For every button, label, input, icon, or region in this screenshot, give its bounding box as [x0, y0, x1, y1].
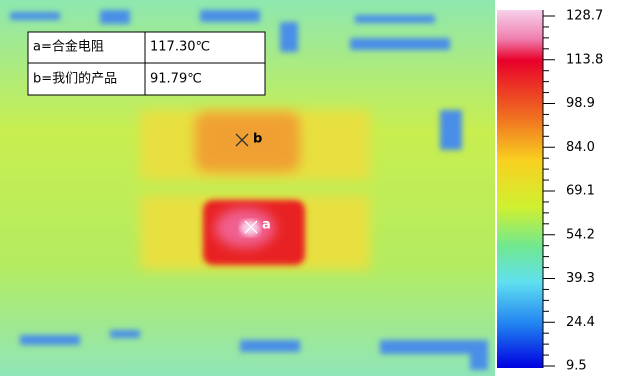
tick-label: 24.4 [566, 315, 595, 330]
tick-label: 84.0 [566, 140, 595, 155]
tick-label: 39.3 [566, 271, 595, 286]
tick-label: 54.2 [566, 227, 595, 242]
marker-label: b [253, 132, 262, 147]
table-cell: b=我们的产品 [33, 71, 117, 87]
thermal-view: a=合金电阻 117.30℃ b=我们的产品 91.79℃ b a 128.7 1… [0, 0, 620, 376]
tick-label: 128.7 [566, 9, 603, 24]
table-cell: a=合金电阻 [33, 39, 104, 55]
tick-label: 98.9 [566, 96, 595, 111]
tick-label: 69.1 [566, 184, 595, 199]
page: a=合金电阻 117.30℃ b=我们的产品 91.79℃ b a 128.7 1… [0, 0, 620, 376]
tick-label: 113.8 [566, 52, 603, 67]
colorbar [497, 10, 543, 368]
tick-label: 9.5 [566, 359, 587, 374]
table-cell: 117.30℃ [150, 40, 210, 55]
table: a=合金电阻 117.30℃ b=我们的产品 91.79℃ [28, 32, 265, 95]
marker-label: a [262, 218, 271, 233]
table-cell: 91.79℃ [150, 72, 202, 87]
